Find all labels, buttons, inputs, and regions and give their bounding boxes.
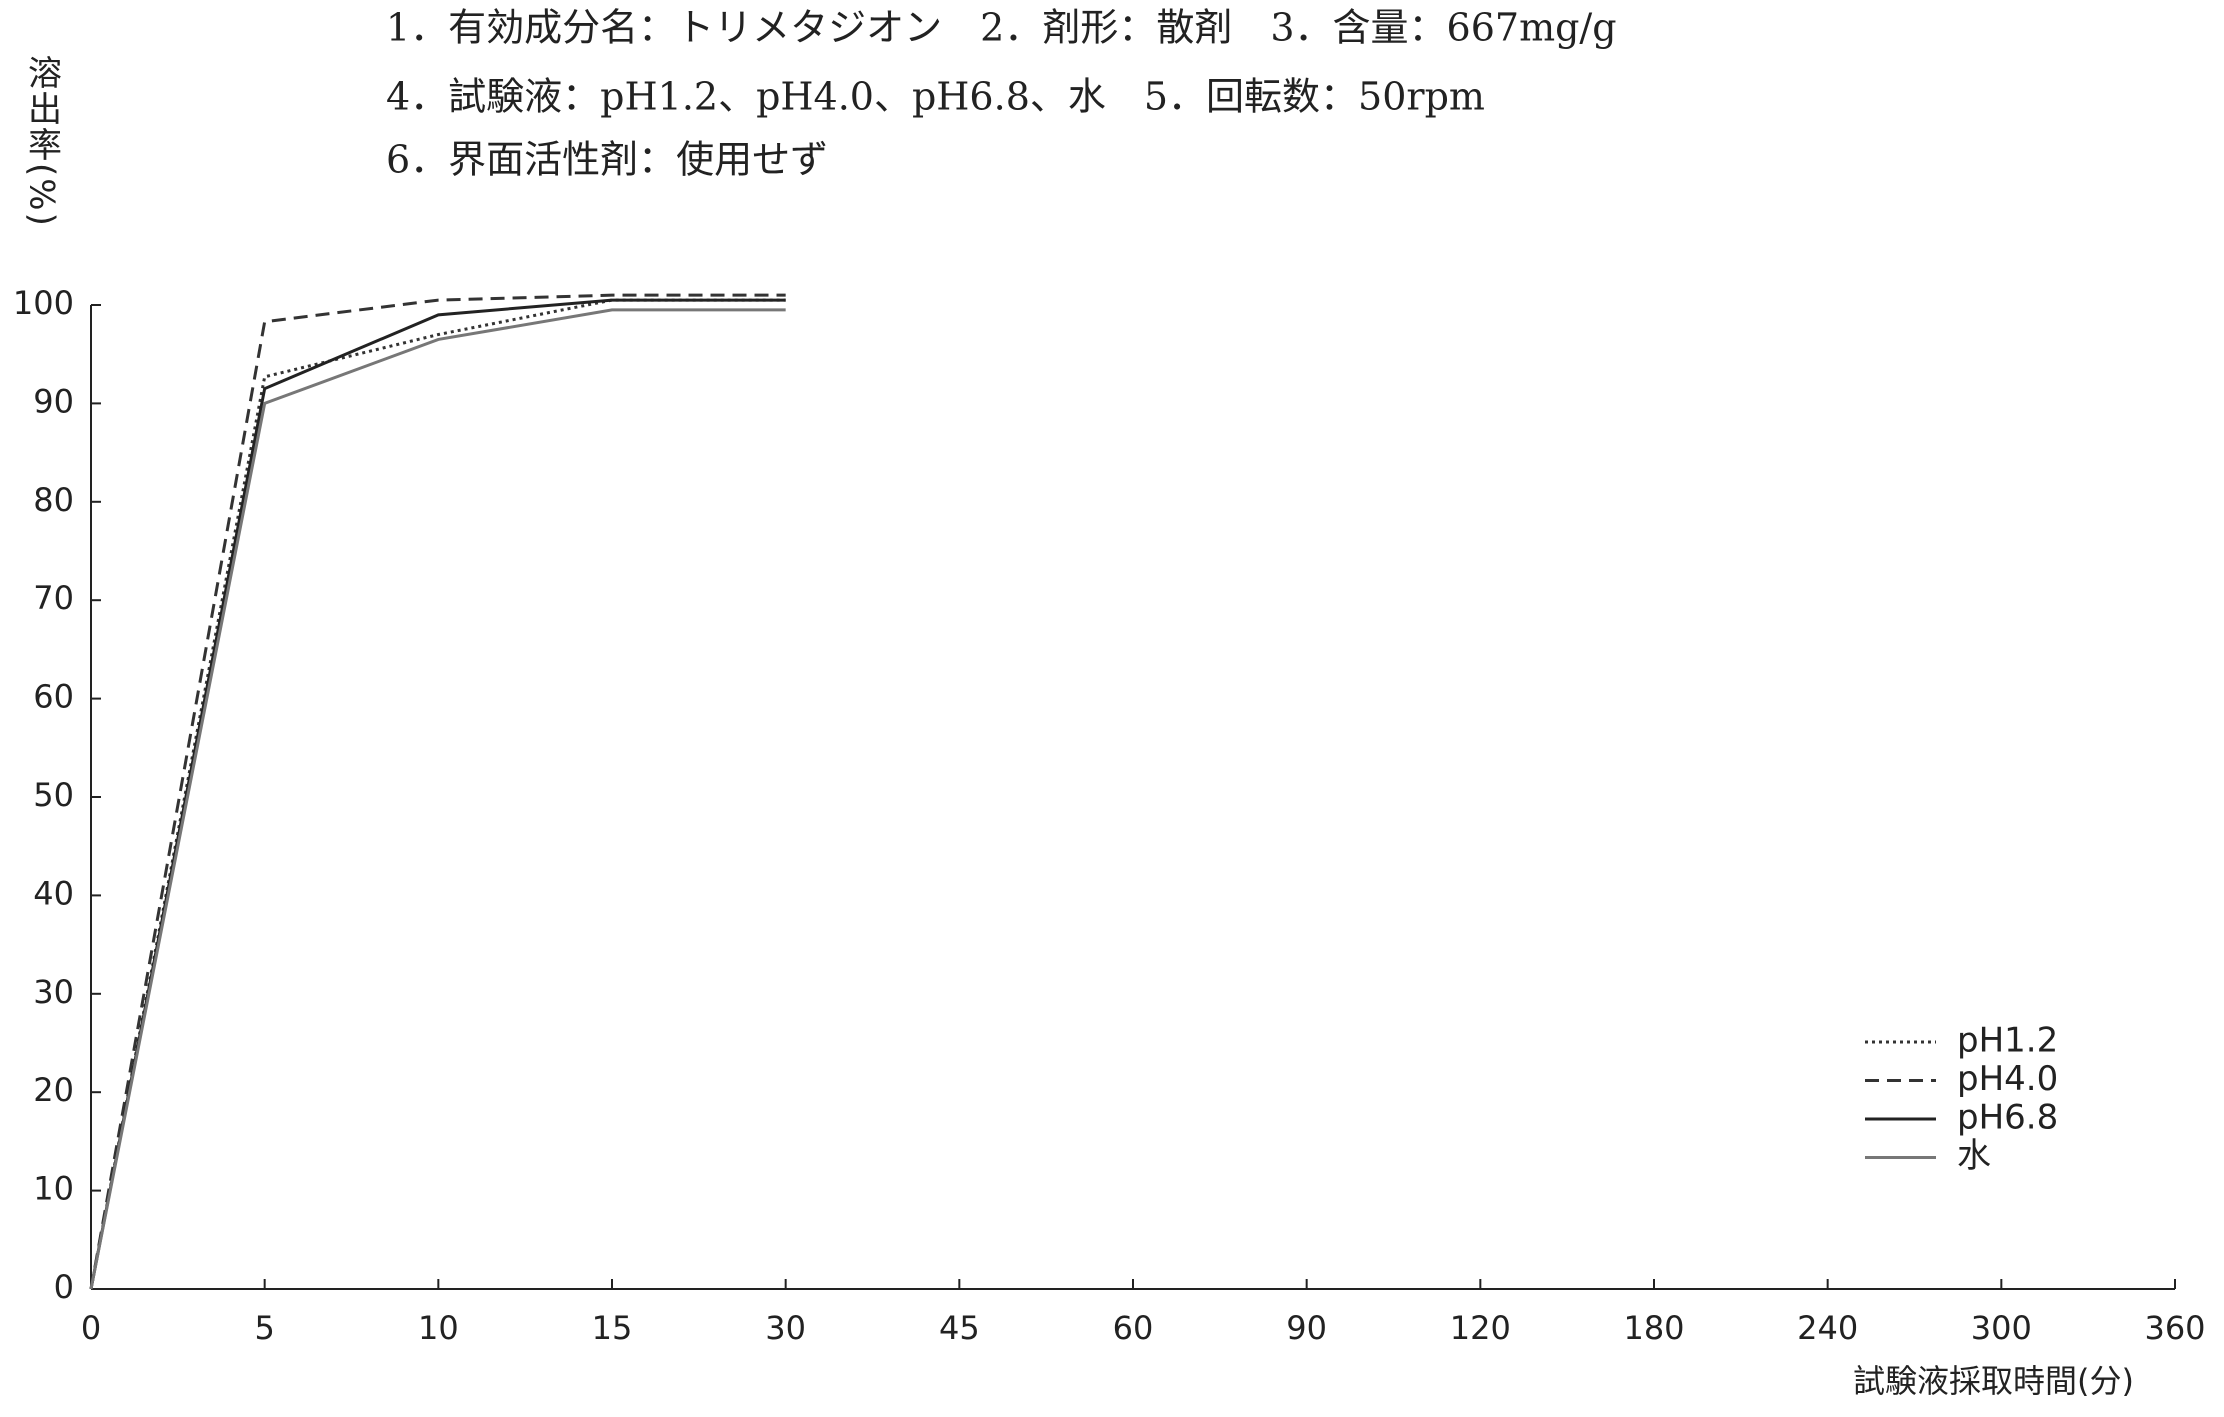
x-axis-label: 試験液採取時間(分)	[1853, 1362, 2134, 1400]
title-line: 1．有効成分名：トリメタジオン 2．剤形：散剤 3．含量：667mg/g	[386, 6, 1617, 50]
legend-label: pH1.2	[1957, 1021, 2058, 1061]
y-axis-label: 溶出率(%)	[22, 55, 62, 228]
x-tick-label: 10	[418, 1309, 459, 1347]
x-tick-label: 0	[81, 1309, 101, 1347]
series-line	[89, 308, 786, 1290]
x-tick-label: 300	[1971, 1309, 2032, 1347]
y-tick-label: 60	[33, 678, 74, 716]
y-tick-label: 90	[33, 382, 74, 420]
series-line	[89, 293, 786, 1290]
x-tick-label: 45	[939, 1309, 980, 1347]
y-tick-label: 0	[54, 1268, 74, 1306]
x-tick-label: 360	[2144, 1309, 2205, 1347]
y-tick-label: 30	[33, 973, 74, 1011]
y-tick-label: 10	[33, 1170, 74, 1208]
series-line	[89, 298, 786, 1290]
y-tick-label: 20	[33, 1071, 74, 1109]
x-tick-label: 60	[1113, 1309, 1154, 1347]
x-tick-label: 240	[1797, 1309, 1858, 1347]
y-tick-label: 100	[13, 284, 74, 322]
y-tick-label: 70	[33, 579, 74, 617]
x-tick-label: 15	[592, 1309, 633, 1347]
series-line	[89, 298, 786, 1290]
title-line: 4．試験液：pH1.2、pH4.0、pH6.8、水 5．回転数：50rpm	[386, 75, 1485, 119]
y-tick-label: 50	[33, 776, 74, 814]
legend-label: pH6.8	[1957, 1098, 2058, 1138]
x-tick-label: 5	[254, 1309, 274, 1347]
title-line: 6．界面活性剤：使用せず	[386, 138, 828, 182]
x-tick-label: 30	[765, 1309, 806, 1347]
legend-label: 水	[1957, 1136, 1991, 1176]
x-tick-label: 180	[1623, 1309, 1684, 1347]
legend-label: pH4.0	[1957, 1059, 2058, 1099]
y-tick-label: 80	[33, 481, 74, 519]
x-tick-label: 90	[1286, 1309, 1327, 1347]
x-tick-label: 120	[1450, 1309, 1511, 1347]
y-tick-label: 40	[33, 874, 74, 912]
